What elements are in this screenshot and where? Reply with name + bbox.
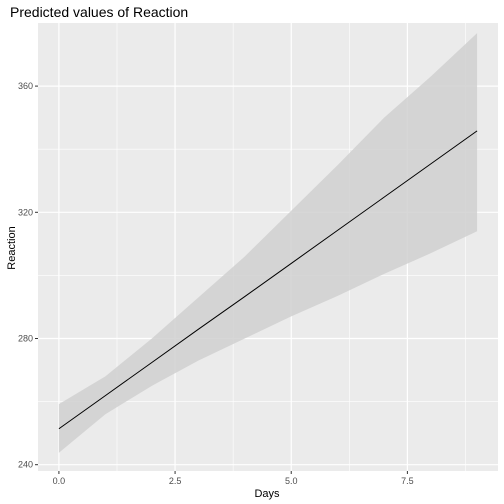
- y-tick-label: 240: [18, 460, 33, 470]
- y-tick-label: 280: [18, 333, 33, 343]
- x-axis-ticks: 0.0 2.5 5.0 7.5: [53, 471, 414, 486]
- y-axis-ticks: 240 280 320 360: [18, 81, 38, 470]
- x-axis-title: Days: [254, 488, 280, 500]
- x-tick-label: 2.5: [169, 476, 182, 486]
- prediction-line: [58, 130, 478, 430]
- chart-title: Predicted values of Reaction: [10, 4, 188, 20]
- x-tick-label: 5.0: [285, 476, 298, 486]
- y-tick-label: 360: [18, 81, 33, 91]
- x-tick-label: 7.5: [401, 476, 414, 486]
- y-tick-label: 320: [18, 207, 33, 217]
- y-axis-title: Reaction: [6, 226, 18, 269]
- confidence-band: [58, 33, 478, 453]
- x-tick-label: 0.0: [53, 476, 66, 486]
